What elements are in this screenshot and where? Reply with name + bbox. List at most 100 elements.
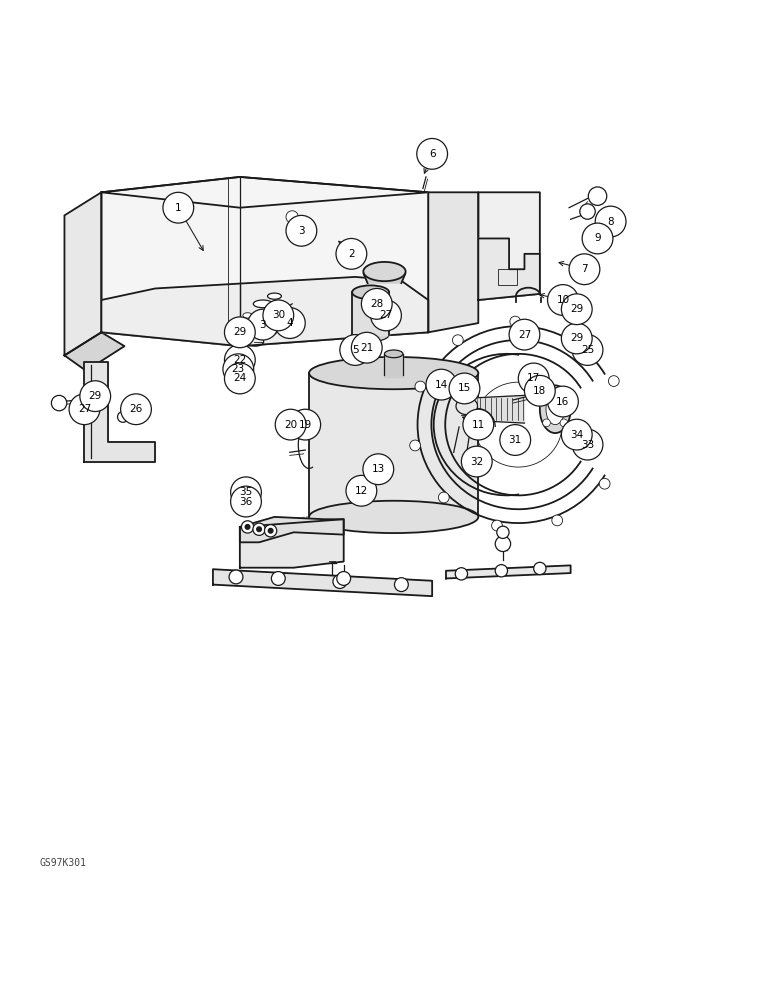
Text: 15: 15: [458, 383, 471, 393]
Circle shape: [275, 308, 305, 338]
Circle shape: [346, 475, 377, 506]
Ellipse shape: [268, 293, 281, 299]
Text: 24: 24: [233, 373, 246, 383]
Polygon shape: [240, 519, 344, 568]
Circle shape: [530, 388, 546, 403]
Ellipse shape: [352, 328, 389, 342]
Polygon shape: [213, 569, 432, 596]
Circle shape: [417, 138, 448, 169]
Polygon shape: [240, 517, 344, 542]
Text: GS97K301: GS97K301: [40, 858, 86, 868]
Text: 29: 29: [571, 304, 584, 314]
Polygon shape: [65, 332, 124, 371]
Text: 9: 9: [594, 233, 601, 243]
Circle shape: [248, 309, 279, 340]
Circle shape: [69, 394, 100, 425]
Circle shape: [580, 204, 595, 219]
Circle shape: [509, 319, 540, 350]
Polygon shape: [84, 362, 155, 462]
Circle shape: [286, 211, 298, 223]
Ellipse shape: [540, 385, 571, 433]
Circle shape: [462, 446, 493, 477]
Circle shape: [52, 395, 66, 411]
Circle shape: [495, 536, 510, 552]
Text: 11: 11: [472, 420, 485, 430]
Circle shape: [117, 412, 128, 422]
Text: 1: 1: [175, 203, 181, 213]
Circle shape: [499, 425, 530, 455]
Circle shape: [455, 568, 468, 580]
Text: 14: 14: [435, 380, 448, 390]
Polygon shape: [479, 192, 540, 300]
Text: 36: 36: [239, 497, 252, 507]
Text: 5: 5: [352, 345, 358, 355]
Circle shape: [561, 419, 592, 450]
Polygon shape: [101, 177, 428, 208]
Circle shape: [410, 440, 421, 451]
Text: 17: 17: [527, 373, 540, 383]
Circle shape: [269, 528, 273, 533]
Circle shape: [337, 572, 350, 585]
Ellipse shape: [243, 313, 252, 318]
Circle shape: [265, 525, 277, 537]
Circle shape: [415, 381, 425, 392]
Polygon shape: [384, 354, 403, 377]
Ellipse shape: [309, 501, 479, 533]
Ellipse shape: [253, 300, 273, 308]
Circle shape: [263, 300, 293, 331]
Text: 27: 27: [518, 330, 531, 340]
Circle shape: [286, 215, 317, 246]
Circle shape: [225, 317, 256, 348]
Ellipse shape: [364, 262, 405, 281]
Text: 29: 29: [571, 333, 584, 343]
Circle shape: [547, 285, 578, 315]
Circle shape: [120, 394, 151, 425]
Circle shape: [452, 335, 463, 346]
Text: 20: 20: [284, 420, 297, 430]
Circle shape: [561, 323, 592, 354]
Circle shape: [569, 254, 600, 285]
Circle shape: [394, 578, 408, 592]
Circle shape: [242, 521, 254, 533]
Circle shape: [336, 238, 367, 269]
Circle shape: [340, 335, 371, 365]
Ellipse shape: [309, 357, 479, 389]
Text: 27: 27: [379, 310, 393, 320]
Polygon shape: [101, 277, 428, 346]
Circle shape: [287, 220, 301, 234]
Circle shape: [595, 206, 626, 237]
Circle shape: [231, 486, 262, 517]
Circle shape: [438, 492, 449, 503]
Circle shape: [229, 570, 243, 584]
Circle shape: [223, 354, 254, 385]
Circle shape: [524, 375, 555, 406]
Circle shape: [543, 392, 550, 399]
Circle shape: [492, 520, 503, 531]
Text: 34: 34: [571, 430, 584, 440]
Text: 33: 33: [581, 440, 594, 450]
Circle shape: [163, 192, 194, 223]
Circle shape: [80, 381, 110, 412]
Circle shape: [363, 454, 394, 485]
Circle shape: [518, 363, 549, 394]
Polygon shape: [446, 565, 571, 578]
Circle shape: [449, 373, 480, 404]
Text: 16: 16: [557, 397, 570, 407]
Text: 25: 25: [581, 345, 594, 355]
Text: 13: 13: [371, 464, 385, 474]
Circle shape: [257, 527, 262, 532]
Text: 7: 7: [581, 264, 587, 274]
Circle shape: [608, 376, 619, 386]
Text: 18: 18: [533, 386, 547, 396]
Polygon shape: [364, 274, 405, 283]
Circle shape: [426, 369, 457, 400]
Circle shape: [582, 223, 613, 254]
Circle shape: [463, 409, 493, 440]
Text: 2: 2: [348, 249, 354, 259]
Text: 26: 26: [130, 404, 143, 414]
Text: 12: 12: [355, 486, 368, 496]
Text: 21: 21: [361, 343, 374, 353]
Circle shape: [361, 288, 392, 319]
Text: 31: 31: [509, 435, 522, 445]
Text: 4: 4: [286, 318, 293, 328]
